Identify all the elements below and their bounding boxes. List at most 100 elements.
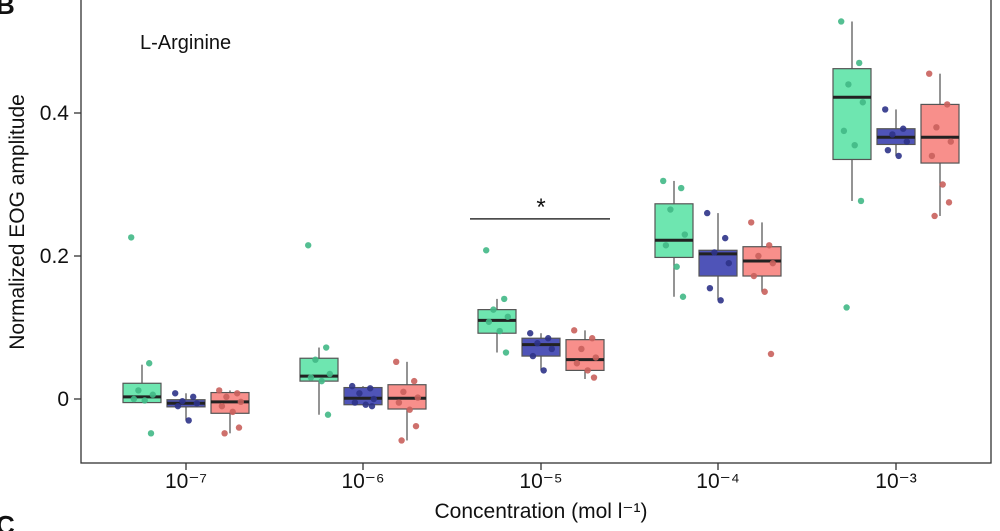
group-1-box-group	[299, 242, 339, 418]
data-point	[725, 259, 732, 267]
data-point	[398, 437, 405, 444]
group-2-box-group	[166, 390, 206, 424]
group-1-box-group	[832, 18, 872, 311]
x-tick-label: 10⁻⁵	[519, 470, 562, 493]
group-3-box-group	[742, 219, 782, 358]
group-3-box-group	[387, 358, 427, 444]
data-point	[141, 397, 148, 404]
data-point	[945, 199, 953, 206]
data-point	[349, 382, 356, 390]
data-point	[673, 263, 680, 270]
data-point	[678, 184, 685, 192]
data-point	[590, 374, 598, 381]
data-point	[947, 138, 954, 145]
data-point	[147, 430, 155, 437]
data-point	[235, 424, 243, 431]
data-point	[395, 399, 403, 406]
y-tick-label: 0.4	[40, 102, 70, 125]
y-tick-label: 0	[57, 388, 69, 411]
data-point	[400, 388, 407, 396]
data-point	[944, 101, 951, 108]
data-point	[185, 417, 192, 424]
data-point	[903, 138, 910, 145]
data-point	[351, 399, 359, 406]
panel-letter-bottom: C	[0, 510, 15, 531]
data-point	[706, 284, 714, 292]
data-point	[843, 304, 850, 311]
data-point	[767, 350, 775, 358]
data-point	[755, 252, 762, 260]
data-point	[859, 99, 866, 106]
data-point	[527, 330, 534, 337]
data-point	[662, 242, 670, 249]
group-2-box-group	[521, 330, 561, 374]
data-point	[769, 259, 776, 267]
data-point	[766, 242, 773, 249]
data-point	[179, 397, 186, 405]
data-point	[534, 340, 541, 347]
data-point	[856, 59, 863, 67]
data-point	[356, 390, 363, 397]
group-1-box-group	[122, 234, 162, 437]
group-3-box-group	[920, 70, 960, 220]
data-point	[135, 387, 142, 394]
data-point	[882, 106, 889, 113]
data-point	[324, 411, 332, 418]
data-point	[717, 297, 724, 304]
data-point	[146, 360, 153, 367]
data-point	[578, 345, 585, 353]
data-point	[928, 152, 936, 160]
data-point	[571, 327, 578, 334]
data-point	[889, 131, 896, 138]
data-point	[149, 391, 156, 398]
data-point	[323, 344, 330, 351]
data-point	[840, 127, 848, 135]
data-point	[393, 358, 400, 366]
data-point	[305, 242, 312, 249]
data-point	[172, 390, 179, 397]
data-point	[496, 327, 503, 335]
data-point	[704, 209, 711, 217]
data-point	[312, 356, 319, 363]
group-2-box-group	[343, 382, 383, 410]
box	[565, 339, 605, 371]
data-point	[237, 398, 244, 406]
group-3-box-group	[210, 387, 250, 437]
data-point	[190, 393, 197, 401]
data-point	[193, 400, 200, 407]
data-point	[485, 318, 493, 325]
plot-marks: *	[122, 18, 960, 444]
x-tick-label: 10⁻⁴	[696, 470, 739, 493]
data-point	[845, 81, 852, 88]
data-point	[750, 272, 758, 280]
data-point	[411, 377, 418, 385]
data-point	[589, 335, 596, 342]
x-tick-label: 10⁻³	[875, 470, 916, 493]
box	[654, 203, 694, 259]
x-tick-label: 10⁻⁷	[165, 470, 207, 493]
x-tick-label: 10⁻⁶	[341, 470, 384, 493]
data-point	[502, 349, 510, 356]
data-point	[900, 125, 907, 132]
data-point	[761, 288, 768, 295]
plot-frame	[80, 0, 992, 464]
data-point	[414, 394, 421, 401]
y-axis: 0 0.2 0.4	[40, 102, 81, 411]
data-point	[584, 367, 591, 374]
data-point	[660, 177, 667, 185]
chart-annotation: L-Arginine	[140, 32, 231, 54]
data-point	[681, 231, 688, 238]
data-point	[221, 430, 228, 437]
data-point	[548, 345, 555, 353]
data-point	[540, 367, 547, 374]
data-point	[367, 385, 374, 392]
data-point	[573, 360, 581, 367]
y-tick-label: 0.2	[40, 245, 69, 268]
data-point	[711, 249, 718, 256]
data-point	[895, 152, 902, 160]
data-point	[545, 335, 552, 342]
data-point	[362, 401, 369, 408]
data-point	[529, 352, 537, 360]
data-point	[128, 234, 135, 241]
